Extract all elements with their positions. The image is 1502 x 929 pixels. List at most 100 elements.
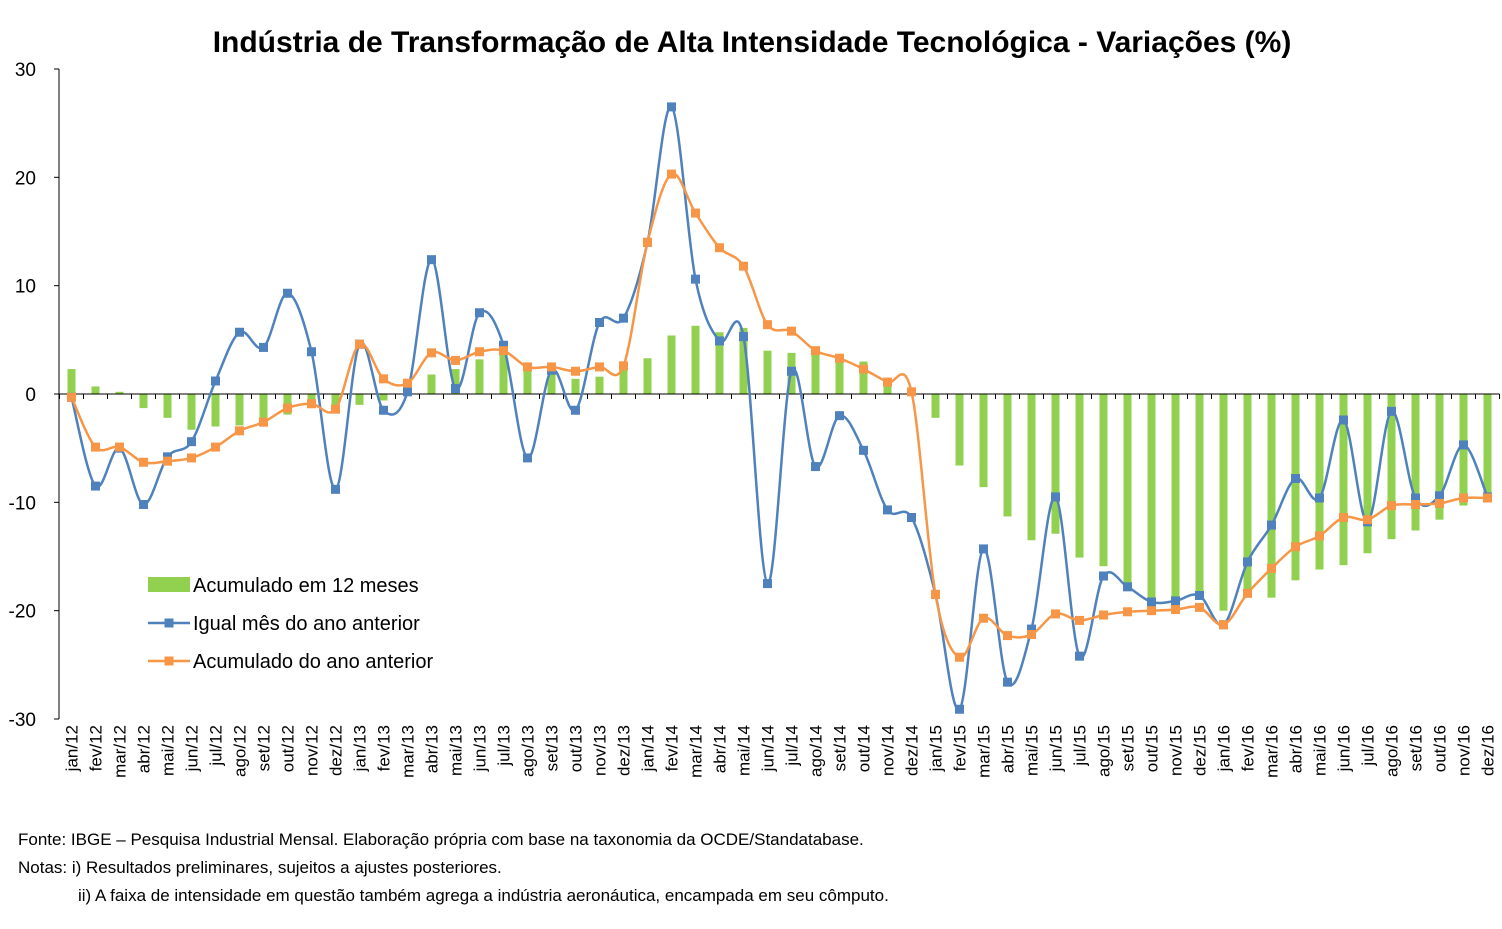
x-tick-label: fev/15 <box>951 725 970 771</box>
bar-jan/13 <box>355 394 364 405</box>
point-igual-mes-jul/12 <box>211 376 220 386</box>
bar-abr/13 <box>427 374 436 394</box>
x-tick-label: mai/15 <box>1023 725 1042 776</box>
point-igual-mes-jun/12 <box>187 437 196 447</box>
x-tick-label: fev/12 <box>87 725 106 771</box>
x-tick-label: jan/13 <box>351 725 370 772</box>
x-tick-label: out/16 <box>1431 725 1450 772</box>
bar-jul/12 <box>211 394 220 427</box>
bar-mar/16 <box>1267 394 1276 598</box>
y-tick-label: -30 <box>9 710 36 731</box>
point-acumulado-ano-abr/16 <box>1291 542 1300 552</box>
point-acumulado-ano-out/12 <box>283 403 292 413</box>
point-acumulado-ano-jul/14 <box>787 326 796 336</box>
point-igual-mes-mar/16 <box>1267 520 1276 530</box>
point-acumulado-ano-nov/15 <box>1171 605 1180 615</box>
x-tick-label: set/15 <box>1119 725 1138 771</box>
x-tick-label: nov/15 <box>1167 725 1186 776</box>
point-acumulado-ano-nov/13 <box>595 362 604 372</box>
bar-jul/16 <box>1363 394 1372 554</box>
bar-mar/14 <box>691 325 700 394</box>
point-acumulado-ano-jul/13 <box>499 346 508 356</box>
point-igual-mes-ago/14 <box>811 462 820 472</box>
bar-ago/13 <box>523 370 532 394</box>
point-acumulado-ano-dez/15 <box>1195 602 1204 612</box>
x-tick-label: jun/16 <box>1335 725 1354 772</box>
x-tick-label: out/14 <box>855 725 874 772</box>
x-tick-labels: jan/12 fev/12 mar/12 abr/12 mai/12 jun/12 jul/… <box>63 725 1498 778</box>
legend: Acumulado em 12 meses Igual mês do ano an… <box>148 575 433 673</box>
bar-out/14 <box>859 361 868 394</box>
x-tick-label: mar/15 <box>975 725 994 778</box>
x-tick-label: mai/13 <box>447 725 466 776</box>
point-igual-mes-out/13 <box>571 405 580 415</box>
point-igual-mes-jun/14 <box>763 579 772 589</box>
point-igual-mes-dez/15 <box>1195 591 1204 600</box>
y-tick-label: 10 <box>15 277 36 298</box>
point-acumulado-ano-fev/15 <box>955 652 964 662</box>
point-igual-mes-fev/15 <box>955 704 964 714</box>
x-tick-label: jul/13 <box>495 725 514 767</box>
x-tick-label: set/16 <box>1407 725 1426 771</box>
point-acumulado-ano-fev/13 <box>379 374 388 384</box>
x-tick-label: out/12 <box>279 725 298 772</box>
point-acumulado-ano-dez/13 <box>619 361 628 371</box>
y-tick-label: 30 <box>15 60 36 81</box>
x-tick-label: out/15 <box>1143 725 1162 772</box>
point-igual-mes-fev/16 <box>1243 557 1252 567</box>
y-tick-label: -10 <box>9 493 36 514</box>
legend-swatch-marker <box>164 618 174 628</box>
chart-title: Indústria de Transformação de Alta Inten… <box>213 26 1292 59</box>
x-tick-label: nov/16 <box>1455 725 1474 776</box>
point-igual-mes-abr/14 <box>715 336 724 346</box>
bar-fev/15 <box>955 394 964 466</box>
point-acumulado-ano-mar/12 <box>115 442 124 452</box>
point-acumulado-ano-dez/12 <box>331 404 340 414</box>
point-acumulado-ano-jun/12 <box>187 453 196 463</box>
bar-jan/16 <box>1219 394 1228 611</box>
bar-fev/14 <box>667 335 676 394</box>
point-acumulado-ano-set/13 <box>547 362 556 372</box>
x-tick-label: nov/13 <box>591 725 610 776</box>
point-igual-mes-mar/13 <box>403 387 412 397</box>
bar-mai/14 <box>739 327 748 394</box>
x-tick-label: jan/16 <box>1215 725 1234 772</box>
point-igual-mes-nov/14 <box>883 505 892 515</box>
point-acumulado-ano-mai/14 <box>739 261 748 271</box>
point-igual-mes-dez/12 <box>331 484 340 494</box>
point-acumulado-ano-out/14 <box>859 364 868 374</box>
point-acumulado-ano-set/14 <box>835 353 844 363</box>
point-igual-mes-abr/13 <box>427 255 436 265</box>
point-igual-mes-nov/16 <box>1459 440 1468 450</box>
point-acumulado-ano-jan/12 <box>67 392 76 402</box>
point-igual-mes-mar/15 <box>979 544 988 554</box>
bar-dez/13 <box>619 365 628 394</box>
bar-ago/16 <box>1387 394 1396 540</box>
bar-dez/16 <box>1483 394 1492 497</box>
y-tick-label: 0 <box>25 385 36 406</box>
bar-jan/14 <box>643 358 652 394</box>
x-tick-label: set/14 <box>831 725 850 771</box>
x-tick-label: nov/12 <box>303 725 322 776</box>
point-acumulado-ano-fev/16 <box>1243 588 1252 598</box>
y-tick-label: -20 <box>9 602 36 623</box>
point-acumulado-ano-ago/12 <box>235 426 244 436</box>
point-acumulado-ano-out/15 <box>1147 606 1156 616</box>
bar-fev/12 <box>91 386 100 394</box>
bar-mai/15 <box>1027 394 1036 541</box>
bar-jun/14 <box>763 350 772 394</box>
x-tick-label: dez/16 <box>1479 725 1498 776</box>
point-acumulado-ano-abr/13 <box>427 348 436 358</box>
axes-group <box>54 68 1500 720</box>
point-igual-mes-jul/15 <box>1075 651 1084 661</box>
x-tick-label: mai/12 <box>159 725 178 776</box>
bar-mai/13 <box>451 369 460 394</box>
point-igual-mes-jun/16 <box>1339 415 1348 425</box>
point-acumulado-ano-abr/15 <box>1003 631 1012 641</box>
point-acumulado-ano-jan/13 <box>355 339 364 349</box>
note-2: ii) A faixa de intensidade em questão ta… <box>78 886 889 905</box>
point-acumulado-ano-ago/15 <box>1099 610 1108 620</box>
point-igual-mes-mar/14 <box>691 274 700 284</box>
x-tick-label: jul/15 <box>1071 725 1090 767</box>
point-igual-mes-nov/15 <box>1171 596 1180 606</box>
